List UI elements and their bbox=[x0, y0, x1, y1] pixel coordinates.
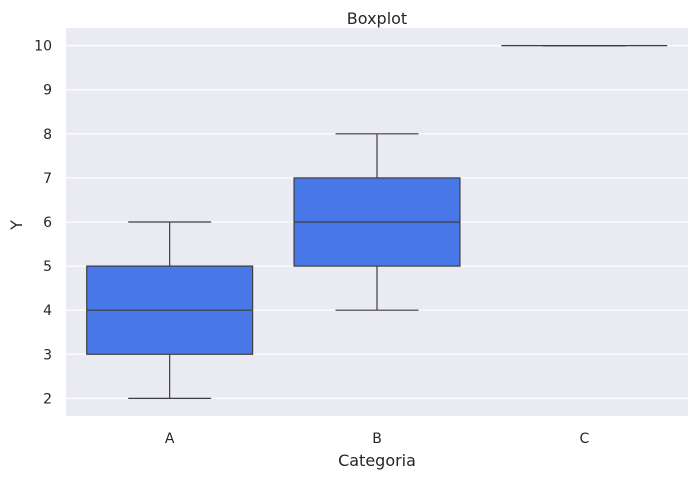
y-tick-label-5: 5 bbox=[43, 259, 52, 275]
chart-title: Boxplot bbox=[347, 9, 407, 28]
y-tick-label-10: 10 bbox=[34, 39, 52, 55]
y-tick-label-7: 7 bbox=[43, 171, 52, 187]
x-tick-label-C: C bbox=[579, 431, 589, 447]
x-tick-label-B: B bbox=[372, 431, 382, 447]
y-tick-label-8: 8 bbox=[43, 127, 52, 143]
boxes bbox=[86, 45, 668, 399]
x-axis-label: Categoria bbox=[338, 451, 416, 470]
y-tick-label-2: 2 bbox=[43, 391, 52, 407]
box-B bbox=[293, 133, 461, 311]
x-tick-labels: A B C bbox=[165, 431, 590, 447]
x-tick-label-A: A bbox=[165, 431, 175, 447]
y-tick-label-4: 4 bbox=[43, 303, 52, 319]
y-tick-label-6: 6 bbox=[43, 215, 52, 231]
y-tick-label-9: 9 bbox=[43, 83, 52, 99]
box-A bbox=[86, 221, 254, 399]
y-axis-label: Y bbox=[7, 220, 26, 231]
y-tick-label-3: 3 bbox=[43, 347, 52, 363]
y-tick-labels: 2 3 4 5 6 7 8 9 10 bbox=[34, 39, 52, 408]
